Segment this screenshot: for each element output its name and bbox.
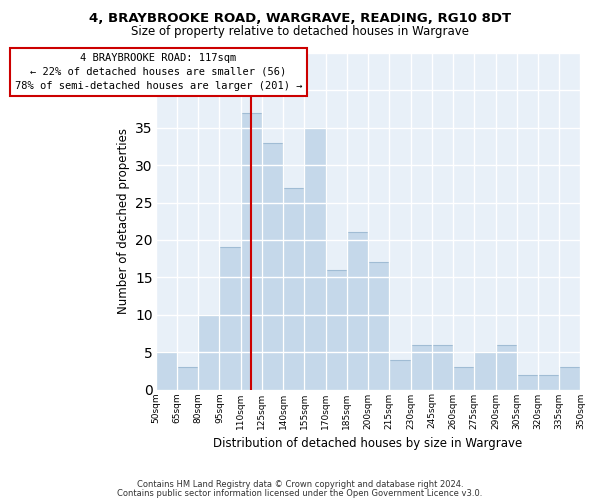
Bar <box>496 344 517 390</box>
Bar <box>432 344 453 390</box>
Text: Contains public sector information licensed under the Open Government Licence v3: Contains public sector information licen… <box>118 488 482 498</box>
Bar <box>198 314 220 390</box>
Bar <box>304 128 326 390</box>
Y-axis label: Number of detached properties: Number of detached properties <box>116 128 130 314</box>
Bar <box>559 367 580 390</box>
Bar <box>389 360 410 390</box>
Bar <box>368 262 389 390</box>
Bar <box>347 232 368 390</box>
Bar <box>177 367 198 390</box>
Bar <box>241 113 262 390</box>
Bar <box>517 374 538 390</box>
Bar <box>410 344 432 390</box>
Text: Contains HM Land Registry data © Crown copyright and database right 2024.: Contains HM Land Registry data © Crown c… <box>137 480 463 489</box>
Bar <box>538 374 559 390</box>
Bar <box>326 270 347 390</box>
X-axis label: Distribution of detached houses by size in Wargrave: Distribution of detached houses by size … <box>214 437 523 450</box>
Text: Size of property relative to detached houses in Wargrave: Size of property relative to detached ho… <box>131 25 469 38</box>
Bar <box>155 352 177 390</box>
Bar <box>283 188 304 390</box>
Text: 4, BRAYBROOKE ROAD, WARGRAVE, READING, RG10 8DT: 4, BRAYBROOKE ROAD, WARGRAVE, READING, R… <box>89 12 511 26</box>
Bar <box>474 352 496 390</box>
Bar <box>220 248 241 390</box>
Text: 4 BRAYBROOKE ROAD: 117sqm
← 22% of detached houses are smaller (56)
78% of semi-: 4 BRAYBROOKE ROAD: 117sqm ← 22% of detac… <box>15 53 302 91</box>
Bar <box>453 367 474 390</box>
Bar <box>262 142 283 390</box>
